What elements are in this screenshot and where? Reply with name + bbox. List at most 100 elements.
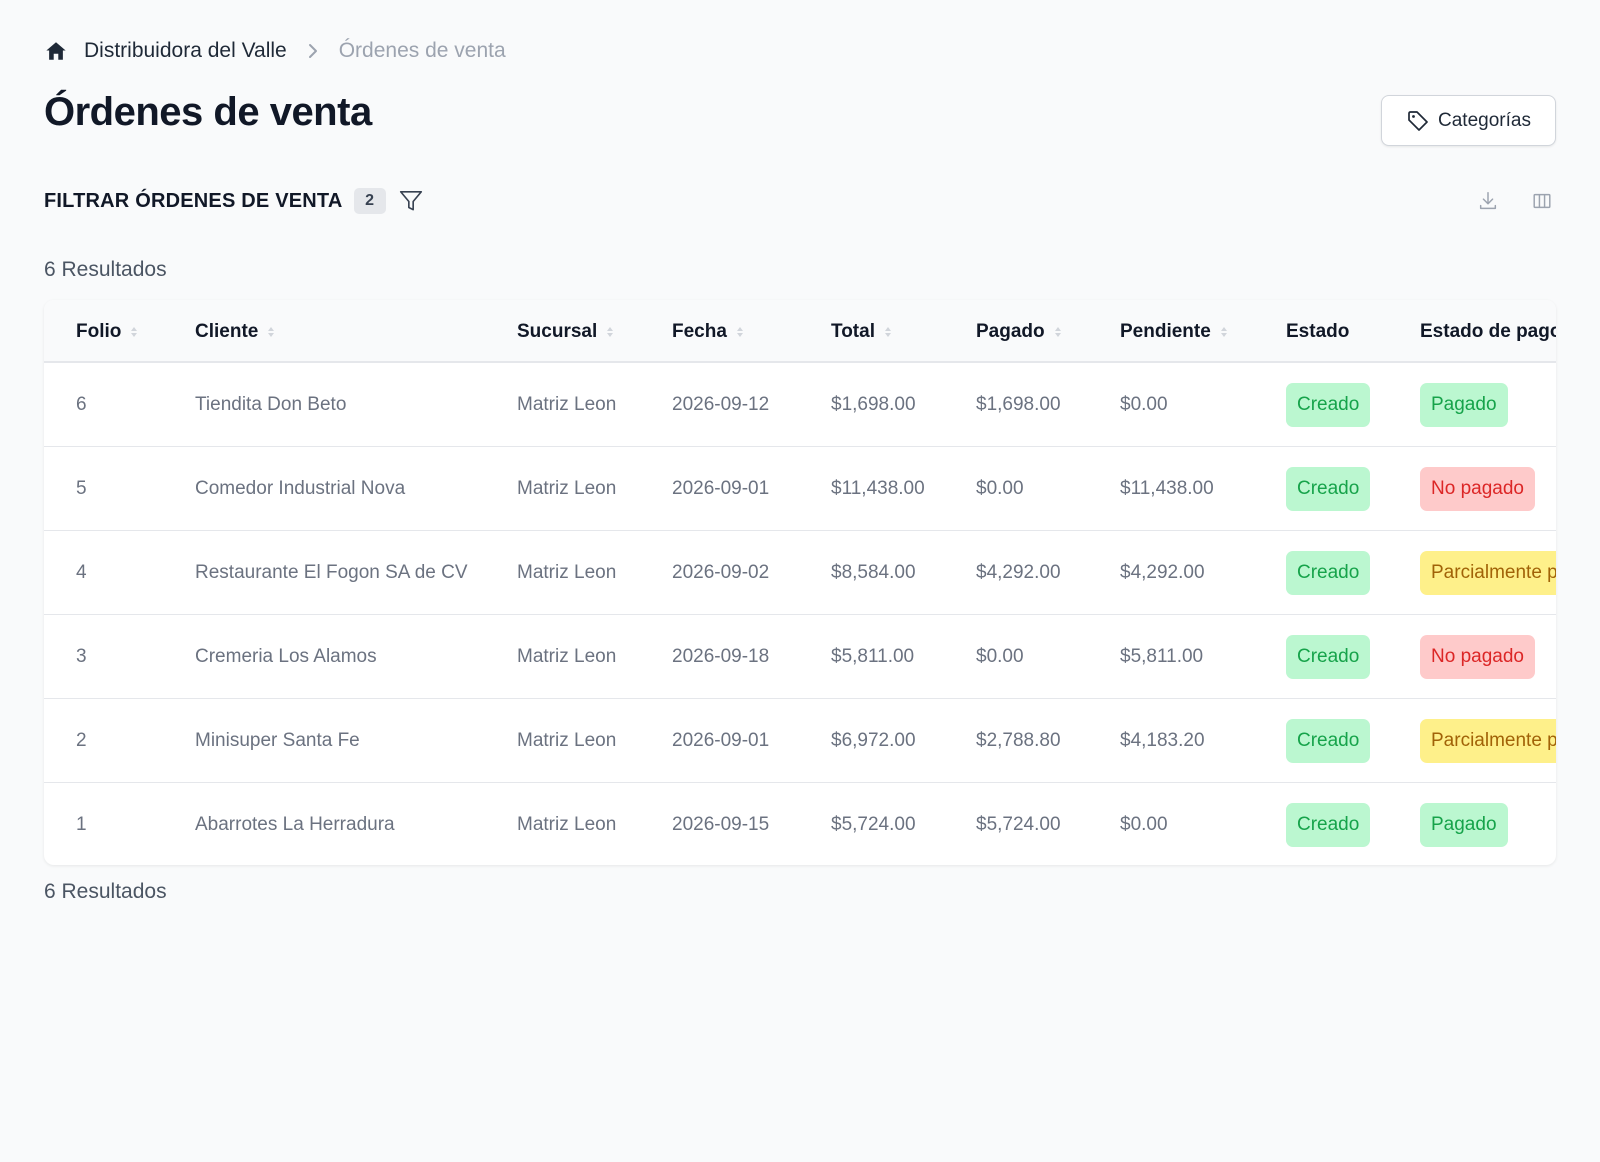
page-title: Órdenes de venta xyxy=(44,90,372,134)
cell-estado: Creado xyxy=(1286,447,1371,531)
status-badge: Creado xyxy=(1286,551,1371,595)
cell-folio: 4 xyxy=(76,562,87,583)
categories-button[interactable]: Categorías xyxy=(1381,95,1556,146)
filter-bar: FILTRAR ÓRDENES DE VENTA 2 xyxy=(44,186,424,216)
cell-estado-pago: Pagado xyxy=(1420,363,1508,447)
table-row[interactable]: 5 Comedor Industrial Nova Matriz Leon 2026-… xyxy=(44,447,1556,531)
header-total[interactable]: Total xyxy=(831,300,891,363)
payment-status-badge: Parcialmente pagado xyxy=(1420,551,1556,595)
results-count-top: 6 Resultados xyxy=(44,258,167,281)
home-icon[interactable] xyxy=(44,39,68,63)
sort-icon[interactable] xyxy=(736,326,743,337)
header-cliente-label: Cliente xyxy=(195,320,259,342)
cell-cliente: Restaurante El Fogon SA de CV xyxy=(195,562,468,583)
cell-estado: Creado xyxy=(1286,699,1371,783)
header-total-label: Total xyxy=(831,320,875,342)
header-pagado[interactable]: Pagado xyxy=(976,300,1061,363)
tag-icon xyxy=(1406,109,1430,133)
status-badge: Creado xyxy=(1286,803,1371,847)
sort-icon[interactable] xyxy=(607,326,614,337)
cell-sucursal: Matriz Leon xyxy=(517,730,617,751)
table-row[interactable]: 3 Cremeria Los Alamos Matriz Leon 2026-09-1… xyxy=(44,615,1556,699)
payment-status-badge: Parcialmente pagado xyxy=(1420,719,1556,763)
header-pendiente[interactable]: Pendiente xyxy=(1120,300,1227,363)
cell-folio: 1 xyxy=(76,814,87,835)
chevron-right-icon xyxy=(307,42,319,60)
header-fecha-label: Fecha xyxy=(672,320,727,342)
cell-cliente: Comedor Industrial Nova xyxy=(195,478,406,499)
cell-pagado: $2,788.80 xyxy=(976,730,1061,751)
cell-cliente: Cremeria Los Alamos xyxy=(195,646,377,667)
results-count-bottom: 6 Resultados xyxy=(44,880,167,903)
payment-status-badge: Pagado xyxy=(1420,803,1508,847)
cell-pendiente: $4,292.00 xyxy=(1120,562,1205,583)
cell-pendiente: $11,438.00 xyxy=(1120,478,1214,499)
cell-fecha: 2026-09-18 xyxy=(672,646,770,667)
page: Distribuidora del Valle Órdenes de venta… xyxy=(44,0,1556,1162)
cell-fecha: 2026-09-15 xyxy=(672,814,770,835)
cell-fecha: 2026-09-01 xyxy=(672,730,770,751)
table-header: Folio Cliente Sucursal Fecha Total Pagad… xyxy=(44,300,1556,363)
cell-folio: 2 xyxy=(76,730,87,751)
status-badge: Creado xyxy=(1286,467,1371,511)
header-estado: Estado xyxy=(1286,300,1349,363)
cell-estado-pago: Parcialmente pagado xyxy=(1420,531,1556,615)
cell-pendiente: $4,183.20 xyxy=(1120,730,1205,751)
cell-estado-pago: Parcialmente pagado xyxy=(1420,699,1556,783)
cell-estado-pago: No pagado xyxy=(1420,615,1535,699)
cell-estado-pago: No pagado xyxy=(1420,447,1535,531)
cell-pagado: $0.00 xyxy=(976,478,1024,499)
cell-pagado: $5,724.00 xyxy=(976,814,1061,835)
sort-icon[interactable] xyxy=(131,326,138,337)
header-cliente[interactable]: Cliente xyxy=(195,300,275,363)
cell-estado: Creado xyxy=(1286,783,1371,865)
sort-icon[interactable] xyxy=(268,326,275,337)
cell-pendiente: $5,811.00 xyxy=(1120,646,1204,667)
cell-sucursal: Matriz Leon xyxy=(517,562,617,583)
cell-pagado: $4,292.00 xyxy=(976,562,1061,583)
status-badge: Creado xyxy=(1286,383,1371,427)
header-estado-label: Estado xyxy=(1286,320,1350,342)
table-row[interactable]: 4 Restaurante El Fogon SA de CV Matriz Leo… xyxy=(44,531,1556,615)
cell-folio: 5 xyxy=(76,478,87,499)
cell-cliente: Minisuper Santa Fe xyxy=(195,730,360,751)
table-toolbar xyxy=(1474,186,1556,216)
filter-count-badge: 2 xyxy=(353,188,386,214)
sort-icon[interactable] xyxy=(1220,326,1227,337)
cell-estado: Creado xyxy=(1286,615,1371,699)
sort-icon[interactable] xyxy=(884,326,891,337)
filter-title[interactable]: FILTRAR ÓRDENES DE VENTA xyxy=(44,189,343,212)
header-sucursal[interactable]: Sucursal xyxy=(517,300,614,363)
cell-fecha: 2026-09-12 xyxy=(672,394,770,415)
table-row[interactable]: 6 Tiendita Don Beto Matriz Leon 2026-09-12 $… xyxy=(44,363,1556,447)
cell-sucursal: Matriz Leon xyxy=(517,478,617,499)
header-estado-pago: Estado de pago xyxy=(1420,300,1556,363)
columns-icon[interactable] xyxy=(1528,187,1556,215)
cell-total: $11,438.00 xyxy=(831,478,925,499)
sort-icon[interactable] xyxy=(1054,326,1061,337)
header-folio[interactable]: Folio xyxy=(76,300,138,363)
cell-folio: 3 xyxy=(76,646,87,667)
cell-sucursal: Matriz Leon xyxy=(517,814,617,835)
cell-fecha: 2026-09-02 xyxy=(672,562,770,583)
header-pendiente-label: Pendiente xyxy=(1120,320,1211,342)
header-sucursal-label: Sucursal xyxy=(517,320,598,342)
breadcrumb-root-link[interactable]: Distribuidora del Valle xyxy=(84,39,287,62)
cell-total: $5,724.00 xyxy=(831,814,916,835)
header-fecha[interactable]: Fecha xyxy=(672,300,743,363)
cell-total: $5,811.00 xyxy=(831,646,915,667)
categories-button-label: Categorías xyxy=(1438,109,1531,131)
cell-pendiente: $0.00 xyxy=(1120,814,1168,835)
header-folio-label: Folio xyxy=(76,320,122,342)
download-icon[interactable] xyxy=(1474,187,1502,215)
payment-status-badge: No pagado xyxy=(1420,467,1535,511)
status-badge: Creado xyxy=(1286,635,1371,679)
payment-status-badge: Pagado xyxy=(1420,383,1508,427)
filter-icon[interactable] xyxy=(398,188,424,214)
table-row[interactable]: 2 Minisuper Santa Fe Matriz Leon 2026-09-01… xyxy=(44,699,1556,783)
cell-total: $6,972.00 xyxy=(831,730,916,751)
cell-cliente: Tiendita Don Beto xyxy=(195,394,347,415)
breadcrumb-current: Órdenes de venta xyxy=(338,39,506,62)
table-row[interactable]: 1 Abarrotes La Herradura Matriz Leon 2026-0… xyxy=(44,783,1556,865)
cell-estado: Creado xyxy=(1286,531,1371,615)
